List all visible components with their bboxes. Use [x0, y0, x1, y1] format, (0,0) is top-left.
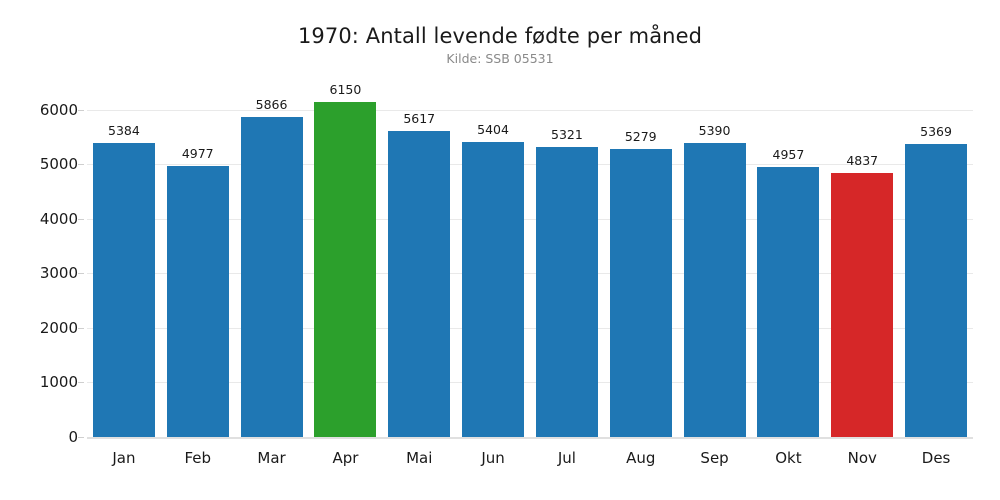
x-axis-tick-label-jul: Jul: [557, 449, 576, 467]
bar-des[interactable]: [905, 144, 968, 437]
y-axis-tick-label: 6000: [39, 100, 78, 119]
bar-group[interactable]: 6150: [314, 82, 377, 437]
y-axis: 0 1000 2000 3000 4000 5000 6000: [10, 0, 78, 500]
bar-group[interactable]: 4957: [757, 88, 820, 437]
bar-value-label: 5384: [108, 123, 140, 139]
y-axis-tick-mark: [78, 164, 84, 166]
bar-group[interactable]: 4837: [831, 88, 894, 437]
y-axis-tick-mark: [78, 327, 84, 329]
bar-value-label: 4977: [181, 145, 214, 161]
bar-value-label: 5369: [920, 124, 952, 140]
x-axis-tick-label-des: Des: [921, 449, 951, 467]
bar-group[interactable]: 5866: [240, 88, 303, 437]
bar-nov[interactable]: [831, 173, 894, 437]
gridline: [87, 218, 973, 220]
bar-value-label: 4957: [772, 146, 805, 162]
bar-group[interactable]: 5404: [462, 88, 525, 437]
x-axis-tick-label-jan: Jan: [112, 449, 136, 467]
bar-group[interactable]: 4977: [166, 88, 229, 437]
bar-value-label: 6150: [329, 81, 362, 97]
chart-subtitle-source: Kilde: SSB 05531: [446, 51, 554, 66]
bar-value-label: 5617: [403, 110, 436, 126]
y-axis-tick-label: 3000: [39, 264, 78, 283]
bar-jul[interactable]: [535, 146, 598, 437]
bar-group[interactable]: 5390: [683, 88, 746, 437]
bar-value-label: 5390: [698, 123, 731, 139]
x-axis-tick-label-aug: Aug: [626, 449, 656, 467]
x-axis-tick-label-apr: Apr: [332, 449, 359, 467]
bar-group[interactable]: 5617: [388, 88, 451, 437]
gridline: [87, 327, 973, 329]
y-axis-tick-mark: [78, 218, 84, 220]
bar-value-label: 5866: [255, 97, 288, 113]
y-axis-tick-mark: [78, 109, 84, 111]
gridline: [87, 164, 973, 166]
x-axis-tick-label-jun: Jun: [481, 449, 505, 467]
y-axis-tick-label: 2000: [39, 318, 78, 337]
bar-mai[interactable]: [388, 130, 451, 437]
y-axis-tick-label: 5000: [39, 155, 78, 174]
y-axis-tick-mark: [78, 382, 84, 384]
x-axis-tick-label-mai: Mai: [406, 449, 433, 467]
bar-group[interactable]: 5369: [905, 88, 968, 437]
bar-value-label: 5404: [477, 122, 509, 138]
bar-group[interactable]: 5321: [535, 88, 598, 437]
bar-value-label: 5279: [624, 129, 657, 145]
y-axis-tick-mark: [78, 273, 84, 275]
chart-title: 1970: Antall levende fødte per måned: [297, 24, 703, 48]
y-axis-tick-mark: [78, 437, 84, 438]
x-axis-tick-label-mar: Mar: [257, 449, 286, 467]
bar-group[interactable]: 5279: [609, 88, 672, 437]
y-axis-tick-label: 0: [68, 428, 78, 446]
bar-feb[interactable]: [166, 165, 229, 437]
x-axis-baseline: [87, 437, 973, 439]
x-axis-tick-label-feb: Feb: [184, 449, 212, 467]
bar-okt[interactable]: [757, 166, 820, 437]
bar-aug[interactable]: [609, 149, 672, 437]
bar-value-label: 5321: [551, 126, 583, 142]
plot-area: 5384 4977 5866 6150 5617 5404 5321 5279 5390 4957…: [87, 82, 973, 438]
y-axis-tick-label: 4000: [39, 209, 78, 228]
x-axis-tick-label-nov: Nov: [847, 449, 877, 467]
bar-jan[interactable]: [92, 143, 155, 437]
bar-value-label: 4837: [846, 153, 879, 169]
y-axis-tick-label: 1000: [39, 373, 78, 392]
bar-apr[interactable]: [314, 101, 377, 437]
gridline: [87, 273, 973, 275]
x-axis-tick-label-okt: Okt: [775, 449, 802, 467]
bar-sep[interactable]: [683, 143, 746, 437]
x-axis-tick-label-sep: Sep: [700, 449, 729, 467]
bar-mar[interactable]: [240, 117, 303, 437]
gridline: [87, 382, 973, 384]
bar-group[interactable]: 5384: [92, 88, 155, 437]
bar-jun[interactable]: [462, 142, 525, 437]
gridline: [87, 109, 973, 111]
